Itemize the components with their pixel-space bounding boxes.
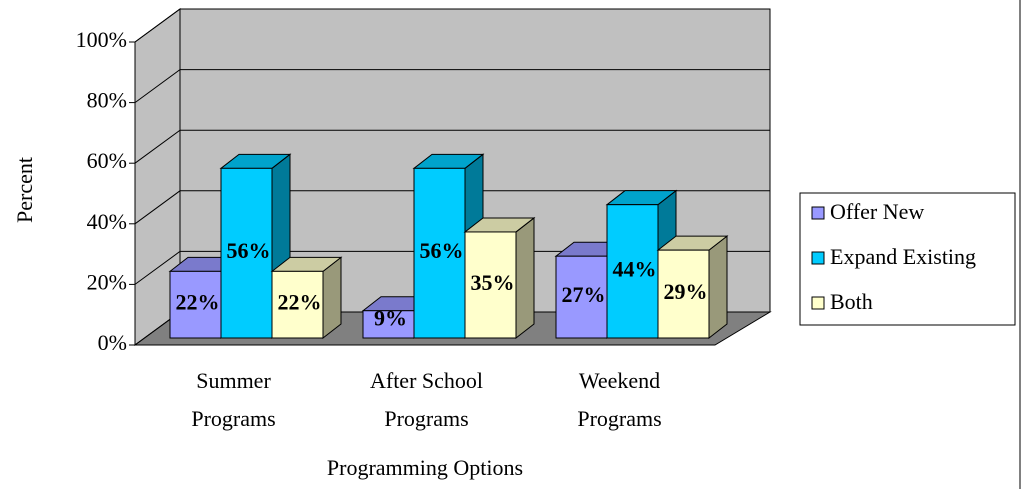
bar-front — [220, 167, 273, 339]
bar-front — [362, 310, 415, 339]
grid-line — [134, 8, 770, 43]
legend-swatch — [811, 296, 825, 310]
bar — [270, 256, 343, 340]
y-tick-label: 80% — [87, 88, 127, 113]
grid-line — [134, 190, 770, 225]
value-label: 29% — [664, 279, 708, 304]
legend-swatch — [811, 251, 825, 265]
legend-label: Both — [830, 289, 873, 314]
x-tick-label: Weekend Programs — [577, 368, 662, 431]
x-tick-label: Summer Programs — [191, 368, 276, 431]
value-label: 22% — [278, 290, 322, 315]
grid-line — [134, 129, 770, 164]
y-tick-label: 60% — [87, 148, 127, 173]
bar — [656, 235, 729, 340]
bar-front — [271, 270, 324, 339]
value-label: 56% — [420, 238, 464, 263]
value-label: 22% — [176, 290, 220, 315]
value-label: 56% — [227, 238, 271, 263]
bar — [463, 216, 536, 340]
x-axis-title: Programming Options — [327, 455, 523, 480]
y-tick-label: 100% — [76, 27, 127, 52]
legend-label: Offer New — [830, 199, 924, 224]
value-label: 27% — [562, 282, 606, 307]
value-label: 35% — [471, 270, 515, 295]
bar-front — [169, 270, 222, 339]
y-tick-label: 40% — [87, 209, 127, 234]
bar-front — [413, 167, 466, 339]
bar — [219, 153, 292, 340]
bar-front — [555, 255, 608, 339]
value-label: 9% — [374, 305, 407, 330]
bar-front — [464, 231, 517, 339]
y-tick-label: 20% — [87, 269, 127, 294]
legend-label: Expand Existing — [830, 244, 976, 269]
x-tick-label: After School Programs — [369, 368, 484, 431]
bar-front — [606, 204, 659, 339]
value-label: 44% — [613, 256, 657, 281]
bar-side — [708, 235, 728, 340]
legend-swatch — [811, 206, 825, 220]
y-axis-title: Percent — [12, 157, 37, 223]
y-tick-label: 0% — [98, 330, 127, 355]
bar-front — [657, 249, 710, 339]
legend-box — [799, 192, 1016, 326]
bar-side — [515, 216, 535, 340]
grid-line — [134, 69, 770, 104]
